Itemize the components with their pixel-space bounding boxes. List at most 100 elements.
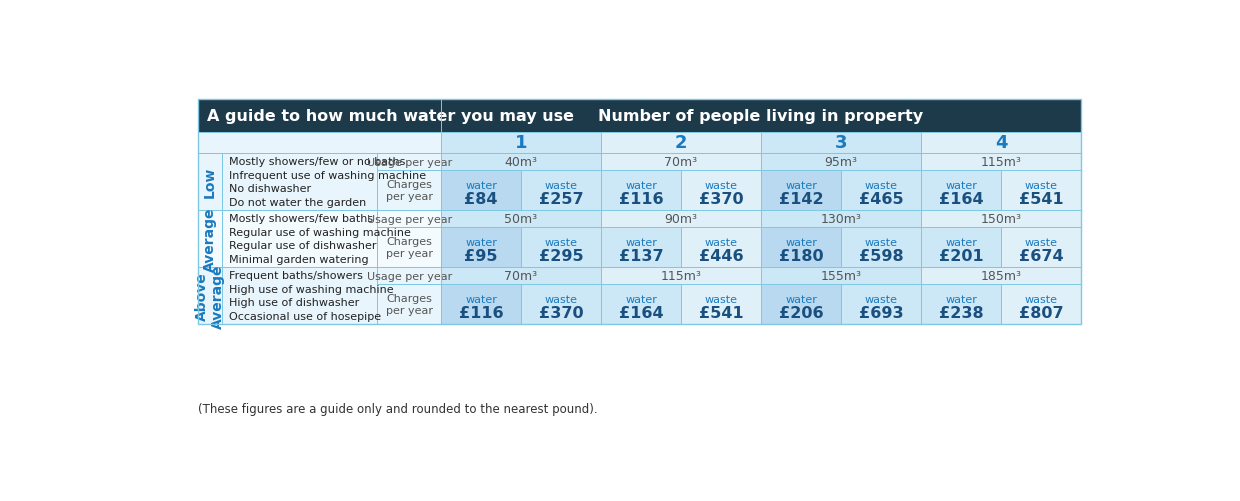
Text: £137: £137 [619,248,663,263]
Text: water: water [625,294,657,304]
Text: £257: £257 [538,191,583,206]
Bar [377,285,441,325]
Text: Charges
per year: Charges per year [386,294,433,315]
Text: waste: waste [1024,237,1058,247]
Text: £164: £164 [619,305,663,320]
Text: water: water [465,237,497,247]
Text: £446: £446 [698,248,743,263]
Text: Number of people living in property: Number of people living in property [599,109,924,124]
Text: £116: £116 [619,191,663,206]
Text: £693: £693 [859,305,904,320]
Text: water: water [625,237,657,247]
Bar [761,227,841,268]
Bar [601,154,761,171]
Text: £807: £807 [1019,305,1064,320]
Text: water: water [465,180,497,190]
Text: £370: £370 [698,191,743,206]
Text: £238: £238 [939,305,983,320]
Text: waste: waste [1024,180,1058,190]
Text: waste: waste [544,180,578,190]
Bar [377,211,441,227]
Bar [222,154,377,211]
Bar [222,268,377,325]
Bar [921,171,1001,211]
Text: £142: £142 [779,191,823,206]
Bar [921,285,1001,325]
Text: £84: £84 [464,191,497,206]
Text: 150m³: 150m³ [981,213,1022,225]
Text: Average: Average [203,207,217,272]
Bar [921,132,1081,154]
Text: 95m³: 95m³ [825,156,858,169]
Bar [601,268,761,285]
Text: 70m³: 70m³ [505,270,538,283]
Text: water: water [945,237,977,247]
Text: waste: waste [704,180,738,190]
Bar [761,154,921,171]
Bar [377,268,441,285]
Text: Usage per year: Usage per year [367,271,451,281]
Text: water: water [785,237,817,247]
Text: water: water [785,294,817,304]
Text: Usage per year: Usage per year [367,214,451,224]
Text: 70m³: 70m³ [665,156,698,169]
Text: 2: 2 [675,134,687,152]
Text: £206: £206 [779,305,823,320]
Text: £541: £541 [1019,191,1064,206]
Bar [681,171,761,211]
Bar [197,100,441,132]
Bar [1001,285,1081,325]
Text: waste: waste [544,237,578,247]
Text: Mostly showers/few baths
Regular use of washing machine
Regular use of dishwashe: Mostly showers/few baths Regular use of … [228,214,410,265]
Text: 50m³: 50m³ [505,213,538,225]
Text: £116: £116 [459,305,503,320]
Bar [222,211,377,268]
Text: waste: waste [1024,294,1058,304]
Text: £465: £465 [859,191,904,206]
Bar [441,100,1081,132]
Text: 130m³: 130m³ [821,213,862,225]
Text: £598: £598 [859,248,904,263]
Text: Charges
per year: Charges per year [386,237,433,259]
Bar [921,211,1081,227]
Bar [441,211,601,227]
Bar [761,132,921,154]
Bar [921,154,1081,171]
Text: 185m³: 185m³ [981,270,1022,283]
Text: waste: waste [544,294,578,304]
Bar [377,154,441,171]
Bar [601,211,761,227]
Text: 155m³: 155m³ [821,270,862,283]
Text: 115m³: 115m³ [661,270,702,283]
Bar [441,171,521,211]
Text: waste: waste [864,294,898,304]
Bar [681,227,761,268]
Text: £180: £180 [779,248,823,263]
Bar [841,171,921,211]
Bar [377,171,441,211]
Bar [761,171,841,211]
Bar [197,211,222,268]
Bar [441,285,521,325]
Bar [197,268,222,325]
Text: (These figures are a guide only and rounded to the nearest pound).: (These figures are a guide only and roun… [197,402,598,415]
Text: £295: £295 [538,248,583,263]
Text: water: water [945,294,977,304]
Bar [521,227,601,268]
Text: Frequent baths/showers
High use of washing machine
High use of dishwasher
Occasi: Frequent baths/showers High use of washi… [228,271,393,321]
Bar [681,285,761,325]
Bar [197,154,222,211]
Text: water: water [465,294,497,304]
Text: £541: £541 [698,305,743,320]
Text: 3: 3 [835,134,847,152]
Bar [441,268,601,285]
Bar [441,227,521,268]
Bar [601,285,681,325]
Bar [921,227,1001,268]
Text: £674: £674 [1019,248,1064,263]
Bar [441,132,601,154]
Text: Usage per year: Usage per year [367,157,451,167]
Text: waste: waste [704,294,738,304]
Text: £164: £164 [939,191,983,206]
Text: £201: £201 [939,248,983,263]
